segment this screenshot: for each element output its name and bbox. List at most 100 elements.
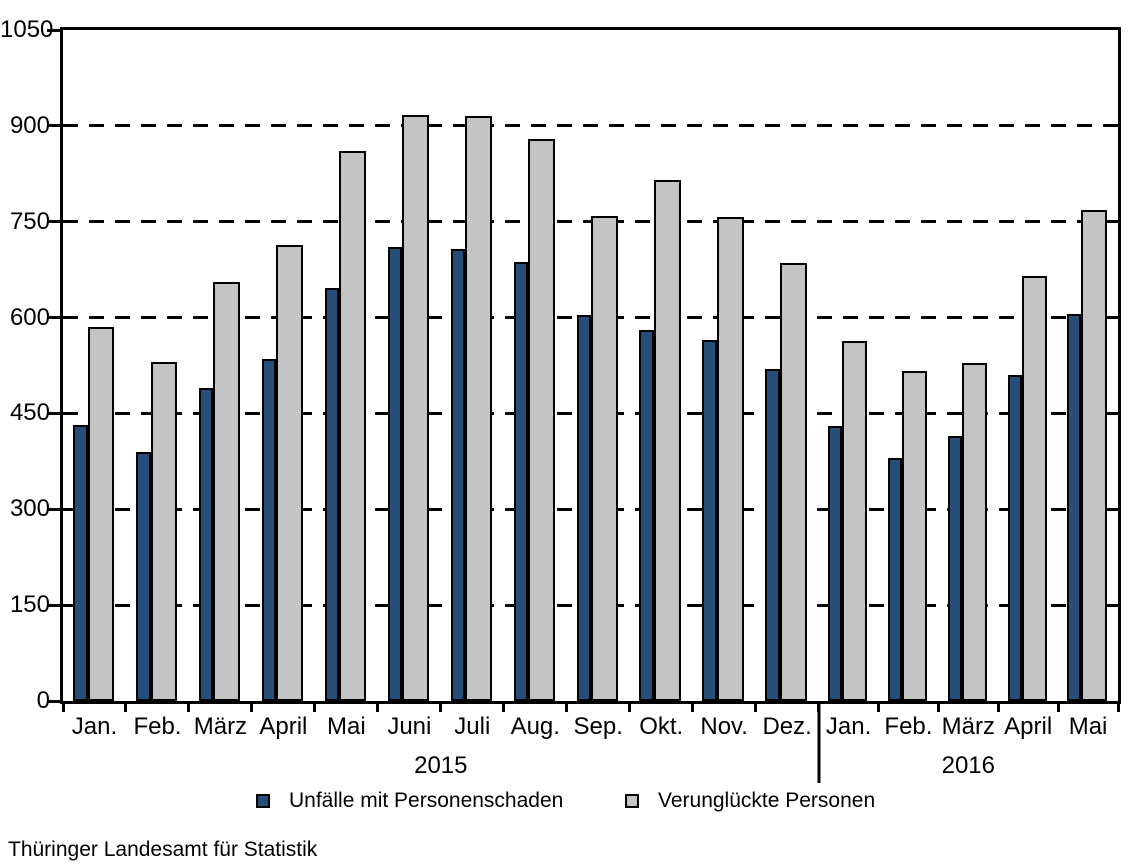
x-tick-5 — [376, 704, 380, 712]
bar-verunglueckte-2 — [150, 362, 178, 701]
x-axis-label-8: Aug. — [510, 713, 560, 740]
x-tick-7 — [502, 704, 506, 712]
y-tick-900 — [47, 124, 60, 128]
x-tick-16 — [1056, 704, 1060, 712]
y-axis-label-750: 750 — [9, 207, 50, 235]
x-axis-month-labels: Jan. Feb. März April Mai Juni Juli Aug. Sep. Okt.… — [63, 711, 1118, 743]
bar-group-14 — [879, 30, 939, 701]
bar-group-5 — [315, 30, 378, 701]
x-tick-10 — [691, 704, 695, 712]
legend-item-unfaelle: Unfälle mit Personenschaden — [256, 789, 563, 813]
bar-group-8 — [504, 30, 567, 701]
x-tick-1 — [124, 704, 128, 712]
x-axis-label-17: Mai — [1068, 713, 1108, 740]
bar-unfaelle-9 — [576, 315, 592, 701]
gridline-750 — [63, 220, 1118, 224]
bar-unfaelle-7 — [450, 249, 466, 701]
x-tick-0 — [61, 704, 65, 712]
legend-marker-verunglueckte-icon — [625, 794, 639, 808]
bar-unfaelle-6 — [387, 247, 403, 701]
y-axis-label-450: 450 — [9, 399, 50, 427]
bar-verunglueckte-9 — [591, 215, 619, 701]
bar-groups — [63, 30, 1118, 701]
bar-group-3 — [189, 30, 252, 701]
y-tick-0 — [47, 699, 60, 703]
bar-unfaelle-17 — [1067, 314, 1082, 701]
x-axis-label-9: Sep. — [573, 713, 623, 740]
bar-unfaelle-2 — [135, 451, 151, 701]
bar-verunglueckte-7 — [465, 115, 493, 701]
y-tick-1050 — [47, 28, 60, 32]
x-axis-label-6: Juni — [387, 713, 432, 740]
x-axis-year-labels: 2015 2016 — [63, 751, 1118, 781]
y-axis-label-900: 900 — [9, 111, 50, 139]
y-tick-600 — [47, 316, 60, 320]
y-axis-label-1050: 1050 — [0, 16, 54, 43]
bar-group-9 — [567, 30, 630, 701]
bar-verunglueckte-6 — [402, 115, 430, 701]
x-axis-label-7: Juli — [454, 713, 491, 740]
bar-verunglueckte-13 — [841, 341, 868, 701]
y-axis-label-0: 0 — [36, 687, 50, 714]
x-axis-label-13: Jan. — [825, 713, 872, 740]
bar-verunglueckte-1 — [87, 327, 115, 701]
bar-verunglueckte-10 — [654, 180, 682, 701]
x-tick-4 — [313, 704, 317, 712]
bar-group-10 — [630, 30, 693, 701]
y-tick-450 — [47, 411, 60, 415]
bar-verunglueckte-17 — [1081, 209, 1107, 701]
y-tick-150 — [47, 603, 60, 607]
x-axis-label-12: Dez. — [762, 713, 812, 740]
x-axis-label-16: April — [1004, 713, 1053, 740]
x-tick-13 — [876, 704, 880, 712]
bar-group-2 — [126, 30, 189, 701]
bar-verunglueckte-16 — [1021, 276, 1048, 701]
x-axis-label-11: Nov. — [700, 713, 748, 740]
bar-group-15 — [938, 30, 998, 701]
bar-unfaelle-5 — [324, 288, 340, 701]
bar-unfaelle-8 — [513, 261, 529, 701]
bar-unfaelle-4 — [261, 359, 277, 701]
legend-item-verunglueckte: Verunglückte Personen — [625, 789, 875, 813]
bar-group-7 — [441, 30, 504, 701]
bar-verunglueckte-11 — [717, 217, 744, 701]
plot-area — [60, 27, 1121, 704]
bar-group-1 — [63, 30, 126, 701]
x-tick-6 — [439, 704, 443, 712]
y-axis-label-150: 150 — [9, 591, 50, 619]
bar-verunglueckte-12 — [780, 263, 807, 701]
legend-label: Unfälle mit Personenschaden — [289, 789, 564, 812]
x-axis-label-10: Okt. — [639, 713, 684, 740]
x-axis-label-15: März — [941, 713, 995, 740]
bar-unfaelle-13 — [827, 426, 842, 701]
bar-unfaelle-11 — [702, 339, 718, 701]
bar-group-11 — [693, 30, 756, 701]
bar-unfaelle-1 — [72, 424, 88, 701]
source-attribution: Thüringer Landesamt für Statistik — [8, 838, 318, 861]
x-axis-label-4: April — [259, 713, 308, 740]
y-tick-750 — [47, 220, 60, 224]
x-tick-11 — [754, 704, 758, 712]
bar-group-17 — [1058, 30, 1118, 701]
bar-verunglueckte-14 — [901, 370, 928, 701]
x-axis-label-2: Feb. — [133, 713, 182, 740]
bar-unfaelle-15 — [947, 435, 962, 701]
x-tick-8 — [565, 704, 569, 712]
bar-verunglueckte-3 — [213, 282, 241, 701]
x-tick-17 — [1116, 704, 1120, 712]
bar-unfaelle-10 — [639, 330, 655, 701]
bar-unfaelle-12 — [765, 369, 781, 701]
bar-verunglueckte-15 — [961, 362, 988, 701]
x-tick-14 — [936, 704, 940, 712]
bar-verunglueckte-5 — [339, 151, 367, 701]
legend-marker-unfaelle-icon — [256, 794, 270, 808]
year-label-2015: 2015 — [414, 752, 468, 779]
bar-unfaelle-3 — [198, 387, 214, 701]
bar-unfaelle-14 — [887, 458, 902, 701]
x-tick-9 — [628, 704, 632, 712]
bar-group-12 — [756, 30, 819, 701]
x-axis-label-3: März — [193, 713, 248, 740]
x-axis-label-14: Feb. — [884, 713, 933, 740]
y-axis-label-300: 300 — [9, 495, 50, 523]
